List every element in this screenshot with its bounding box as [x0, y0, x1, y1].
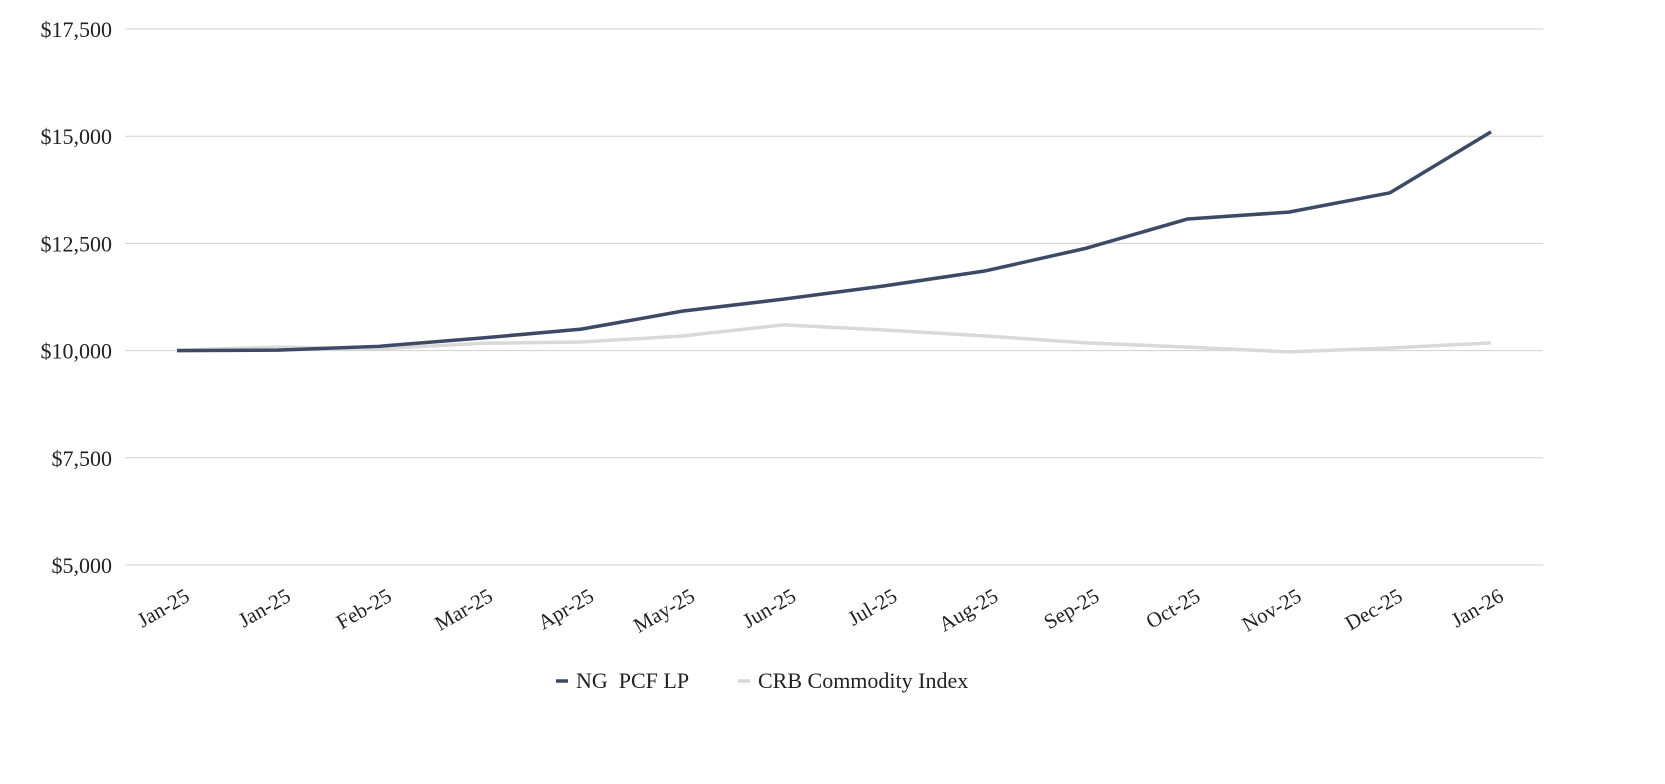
x-tick-label: May-25	[629, 584, 699, 638]
x-tick-label: Jun-25	[738, 584, 800, 633]
x-tick-label: Jan-26	[1447, 584, 1507, 633]
x-tick-label: Sep-25	[1040, 584, 1104, 635]
y-tick-label: $17,500	[41, 17, 113, 42]
legend-label: NG PCF LP	[576, 668, 689, 693]
x-tick-label: Jan-25	[133, 584, 193, 633]
x-tick-label: Jul-25	[844, 584, 901, 631]
x-tick-label: Aug-25	[935, 584, 1003, 637]
x-tick-label: Feb-25	[332, 584, 396, 635]
gridlines	[125, 29, 1543, 565]
x-axis-ticks: Jan-25 Jan-25 Feb-25 Mar-25 Apr-25 May-25 Jun-…	[133, 584, 1507, 638]
legend-label: CRB Commodity Index	[758, 668, 968, 693]
x-tick-label: Dec-25	[1341, 584, 1407, 636]
y-tick-label: $7,500	[52, 446, 113, 471]
x-tick-label: Mar-25	[431, 584, 497, 636]
x-tick-label: Jan-25	[234, 584, 294, 633]
y-tick-label: $10,000	[41, 339, 113, 364]
y-tick-label: $15,000	[41, 124, 113, 149]
legend: NG PCF LP CRB Commodity Index	[556, 668, 968, 693]
y-tick-label: $12,500	[41, 231, 113, 256]
y-tick-label: $5,000	[52, 553, 113, 578]
series-lines	[177, 132, 1491, 352]
x-tick-label: Oct-25	[1142, 584, 1205, 634]
x-tick-label: Apr-25	[534, 584, 598, 635]
y-axis-ticks: $5,000 $7,500 $10,000 $12,500 $15,000 $17,500	[41, 17, 113, 578]
series-line-0	[177, 132, 1491, 351]
x-tick-label: Nov-25	[1238, 584, 1306, 637]
